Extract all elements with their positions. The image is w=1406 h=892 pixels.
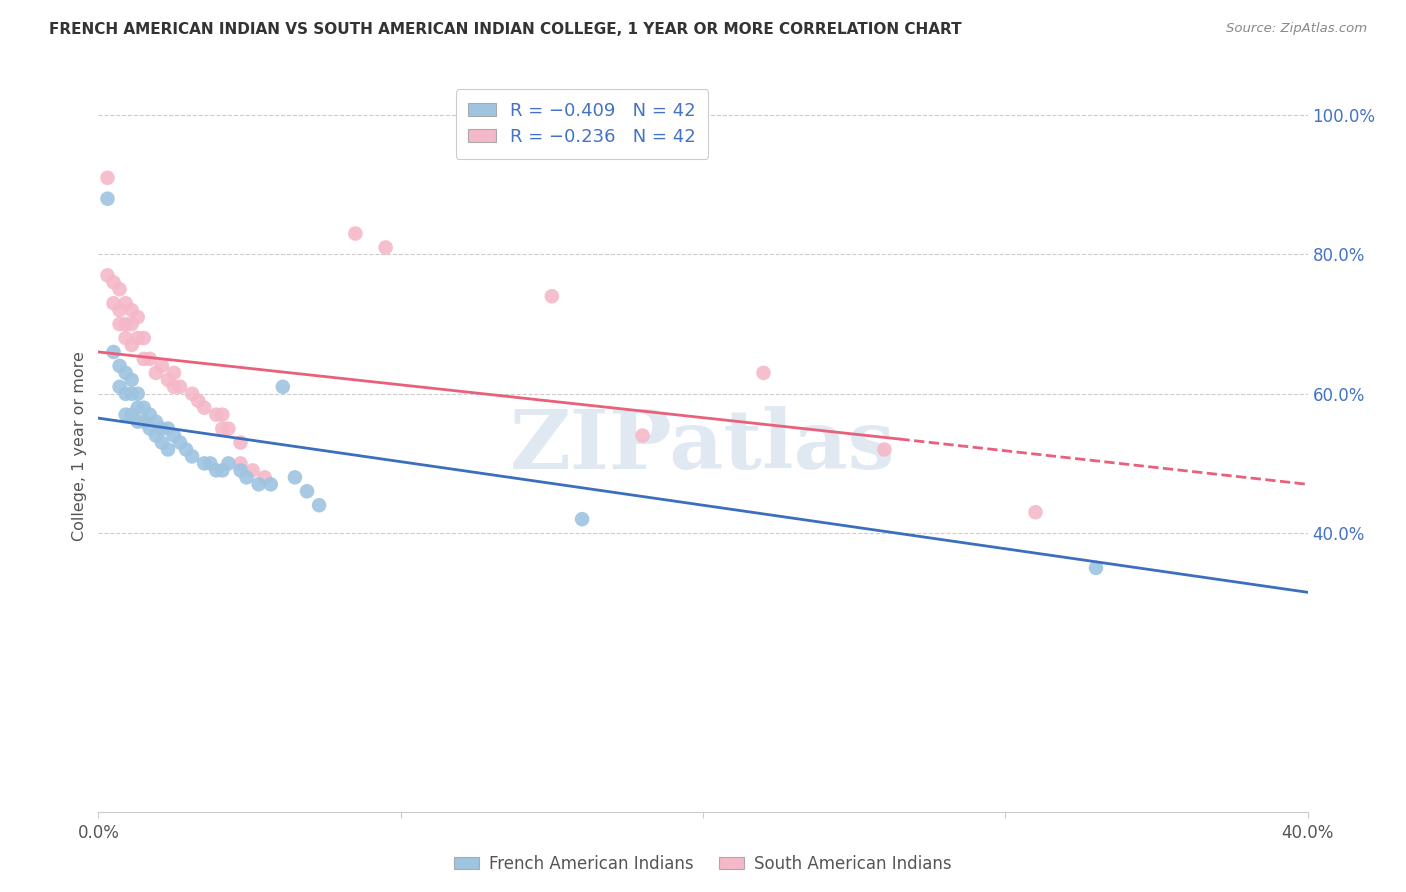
- Point: [156, 373, 179, 387]
- Point: [295, 484, 318, 499]
- Point: [260, 477, 283, 491]
- Point: [139, 408, 162, 422]
- Point: [163, 366, 186, 380]
- Point: [156, 442, 179, 457]
- Point: [114, 408, 136, 422]
- Legend: R = −0.409   N = 42, R = −0.236   N = 42: R = −0.409 N = 42, R = −0.236 N = 42: [456, 89, 709, 159]
- Point: [752, 366, 775, 380]
- Point: [247, 477, 270, 491]
- Point: [132, 415, 155, 429]
- Point: [150, 421, 173, 435]
- Point: [139, 421, 162, 435]
- Point: [121, 373, 143, 387]
- Point: [114, 331, 136, 345]
- Y-axis label: College, 1 year or more: College, 1 year or more: [72, 351, 87, 541]
- Point: [1024, 505, 1046, 519]
- Legend: French American Indians, South American Indians: French American Indians, South American …: [447, 848, 959, 880]
- Point: [205, 463, 228, 477]
- Point: [235, 470, 257, 484]
- Point: [121, 303, 143, 318]
- Point: [174, 442, 197, 457]
- Text: ZIPatlas: ZIPatlas: [510, 406, 896, 486]
- Point: [1085, 561, 1108, 575]
- Point: [163, 428, 186, 442]
- Point: [96, 192, 118, 206]
- Point: [229, 457, 252, 471]
- Point: [163, 380, 186, 394]
- Point: [242, 463, 264, 477]
- Point: [571, 512, 593, 526]
- Point: [205, 408, 228, 422]
- Point: [150, 359, 173, 373]
- Point: [271, 380, 294, 394]
- Point: [132, 351, 155, 366]
- Point: [121, 386, 143, 401]
- Point: [217, 421, 239, 435]
- Point: [108, 317, 131, 331]
- Point: [103, 275, 125, 289]
- Point: [96, 170, 118, 185]
- Point: [193, 457, 215, 471]
- Point: [127, 415, 149, 429]
- Point: [211, 408, 233, 422]
- Point: [145, 428, 167, 442]
- Point: [127, 386, 149, 401]
- Point: [156, 421, 179, 435]
- Point: [121, 408, 143, 422]
- Point: [103, 345, 125, 359]
- Point: [96, 268, 118, 283]
- Point: [229, 435, 252, 450]
- Point: [127, 331, 149, 345]
- Point: [631, 428, 654, 442]
- Point: [127, 310, 149, 325]
- Point: [108, 282, 131, 296]
- Point: [108, 359, 131, 373]
- Point: [127, 401, 149, 415]
- Point: [139, 351, 162, 366]
- Point: [108, 303, 131, 318]
- Point: [145, 366, 167, 380]
- Point: [308, 498, 330, 512]
- Point: [217, 457, 239, 471]
- Point: [540, 289, 562, 303]
- Point: [187, 393, 209, 408]
- Point: [169, 435, 191, 450]
- Point: [103, 296, 125, 310]
- Point: [211, 463, 233, 477]
- Point: [121, 317, 143, 331]
- Point: [114, 366, 136, 380]
- Point: [211, 421, 233, 435]
- Point: [121, 338, 143, 352]
- Text: Source: ZipAtlas.com: Source: ZipAtlas.com: [1226, 22, 1367, 36]
- Point: [284, 470, 307, 484]
- Point: [169, 380, 191, 394]
- Point: [132, 401, 155, 415]
- Point: [200, 457, 222, 471]
- Point: [229, 463, 252, 477]
- Point: [114, 386, 136, 401]
- Point: [344, 227, 367, 241]
- Point: [150, 435, 173, 450]
- Point: [253, 470, 276, 484]
- Point: [873, 442, 896, 457]
- Point: [193, 401, 215, 415]
- Point: [181, 386, 204, 401]
- Point: [108, 380, 131, 394]
- Point: [145, 415, 167, 429]
- Point: [114, 317, 136, 331]
- Point: [132, 331, 155, 345]
- Point: [374, 240, 396, 254]
- Text: FRENCH AMERICAN INDIAN VS SOUTH AMERICAN INDIAN COLLEGE, 1 YEAR OR MORE CORRELAT: FRENCH AMERICAN INDIAN VS SOUTH AMERICAN…: [49, 22, 962, 37]
- Point: [181, 450, 204, 464]
- Point: [114, 296, 136, 310]
